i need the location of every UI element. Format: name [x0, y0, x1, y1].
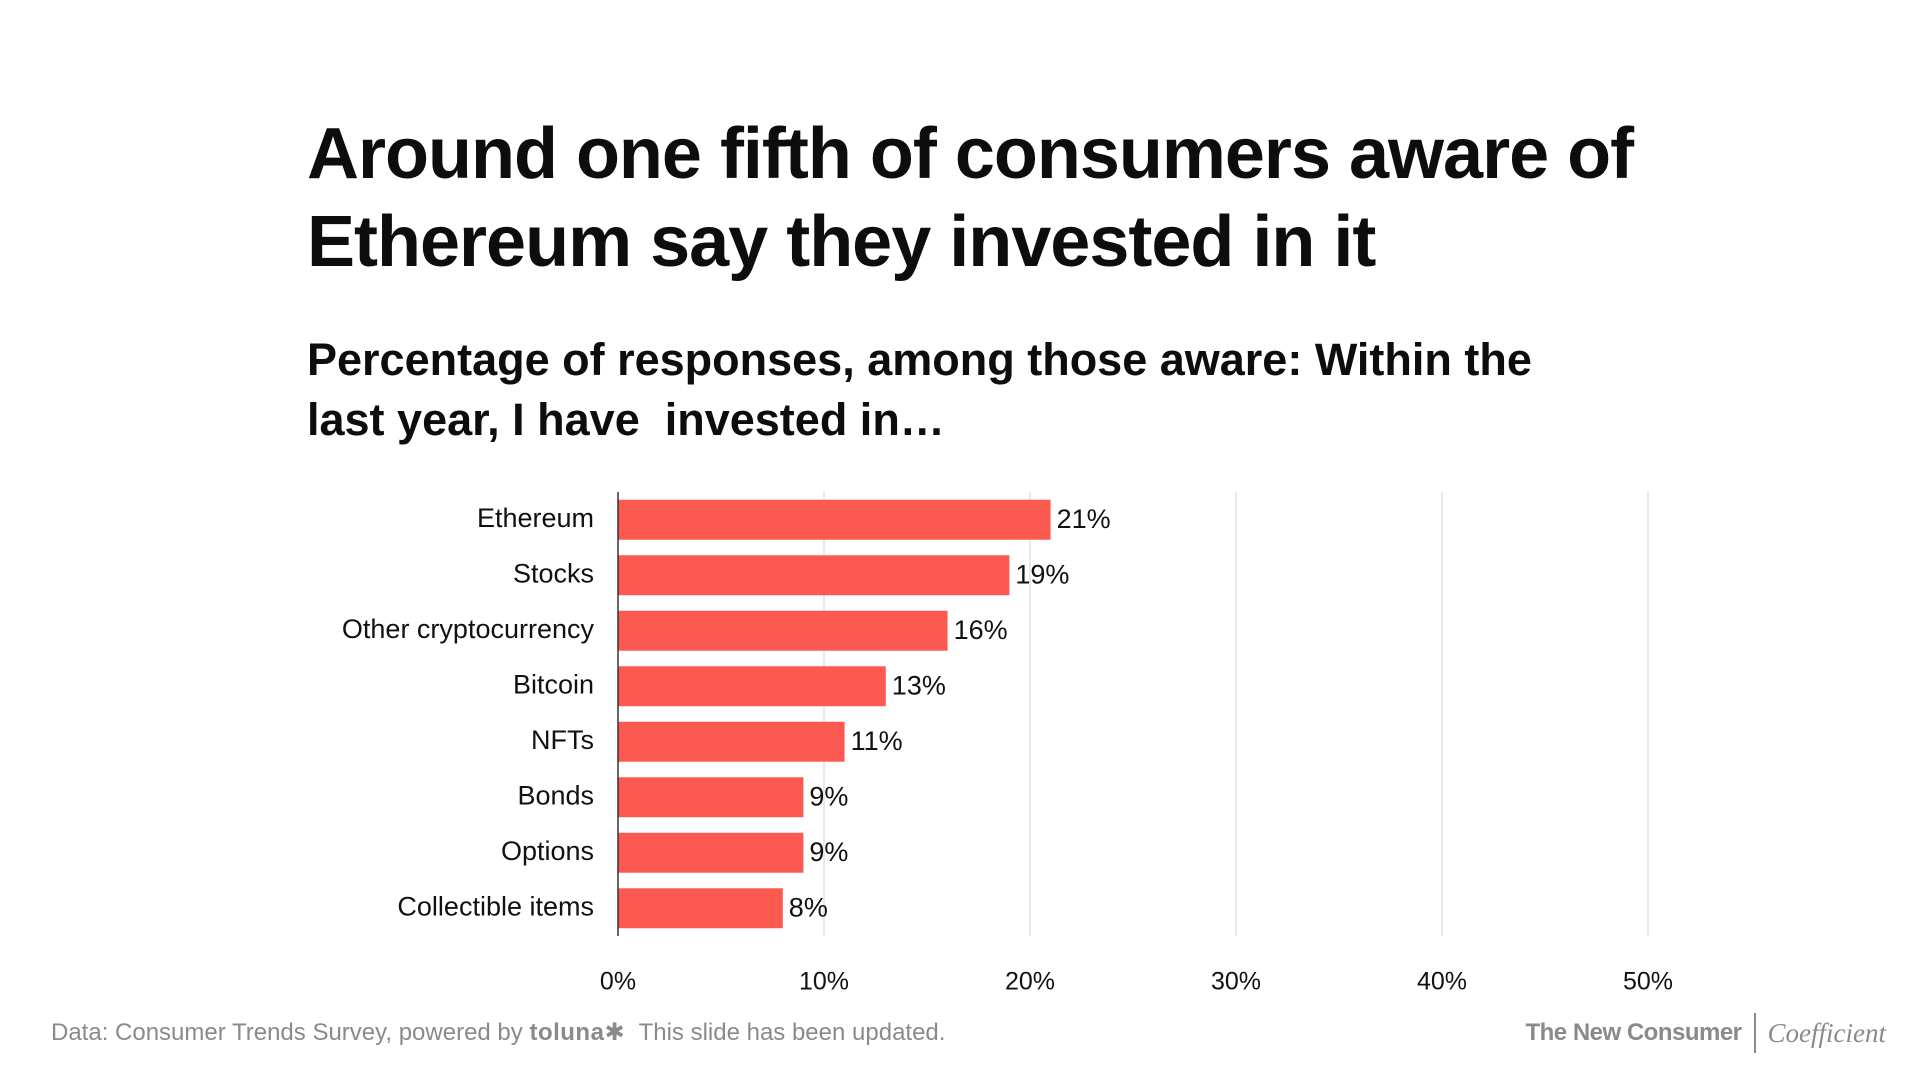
- bar: [618, 610, 948, 651]
- data-label: 16%: [954, 615, 1008, 645]
- brand-logos: The New Consumer Coefficient: [1525, 1012, 1886, 1054]
- data-label: 19%: [1015, 559, 1069, 589]
- x-tick-label: 10%: [799, 968, 849, 996]
- category-label: Stocks: [513, 558, 594, 588]
- category-label: Bonds: [517, 780, 594, 810]
- data-label: 9%: [809, 781, 848, 811]
- bar: [618, 721, 845, 762]
- category-label: Bitcoin: [513, 669, 594, 699]
- toluna-logo: toluna: [529, 1019, 605, 1046]
- data-label: 8%: [789, 892, 828, 922]
- bar: [618, 499, 1051, 540]
- x-tick-label: 0%: [600, 968, 636, 996]
- x-tick-label: 40%: [1417, 968, 1467, 996]
- category-label: Other cryptocurrency: [342, 614, 595, 644]
- data-label: 9%: [809, 837, 848, 867]
- source-prefix: Data: Consumer Trends Survey, powered by: [51, 1019, 530, 1046]
- chart-title: Around one fifth of consumers aware of E…: [307, 110, 1707, 286]
- coefficient-logo: Coefficient: [1767, 1017, 1886, 1048]
- x-tick-label: 20%: [1005, 968, 1055, 996]
- x-tick-label: 50%: [1623, 968, 1673, 996]
- x-tick-label: 30%: [1211, 968, 1261, 996]
- bar: [618, 666, 886, 707]
- bar: [618, 888, 783, 929]
- category-label: Ethereum: [477, 503, 594, 533]
- chart-subtitle: Percentage of responses, among those awa…: [307, 330, 1707, 450]
- brand-divider: [1753, 1013, 1756, 1053]
- category-label: Options: [501, 836, 594, 866]
- data-label: 11%: [851, 726, 903, 756]
- source-note: Data: Consumer Trends Survey, powered by…: [51, 1018, 945, 1047]
- data-label: 13%: [892, 670, 946, 700]
- bar-chart: Ethereum 21% Stocks 19% Other cryptocurrency…: [342, 492, 1673, 996]
- bar: [618, 832, 804, 873]
- update-note: This slide has been updated.: [638, 1019, 946, 1046]
- bar: [618, 555, 1010, 596]
- chart-title-line-1: Around one fifth of consumers aware of: [307, 114, 1634, 194]
- chart-subtitle-line-2: last year, I have invested in…: [307, 394, 945, 445]
- the-new-consumer-logo: The New Consumer: [1525, 1019, 1742, 1046]
- category-label: NFTs: [531, 725, 594, 755]
- data-label: 21%: [1057, 504, 1111, 534]
- chart-subtitle-line-1: Percentage of responses, among those awa…: [307, 334, 1532, 385]
- toluna-star-icon: ✱: [604, 1019, 625, 1046]
- bar: [618, 777, 804, 818]
- chart-title-line-2: Ethereum say they invested in it: [307, 202, 1376, 282]
- category-label: Collectible items: [397, 891, 594, 921]
